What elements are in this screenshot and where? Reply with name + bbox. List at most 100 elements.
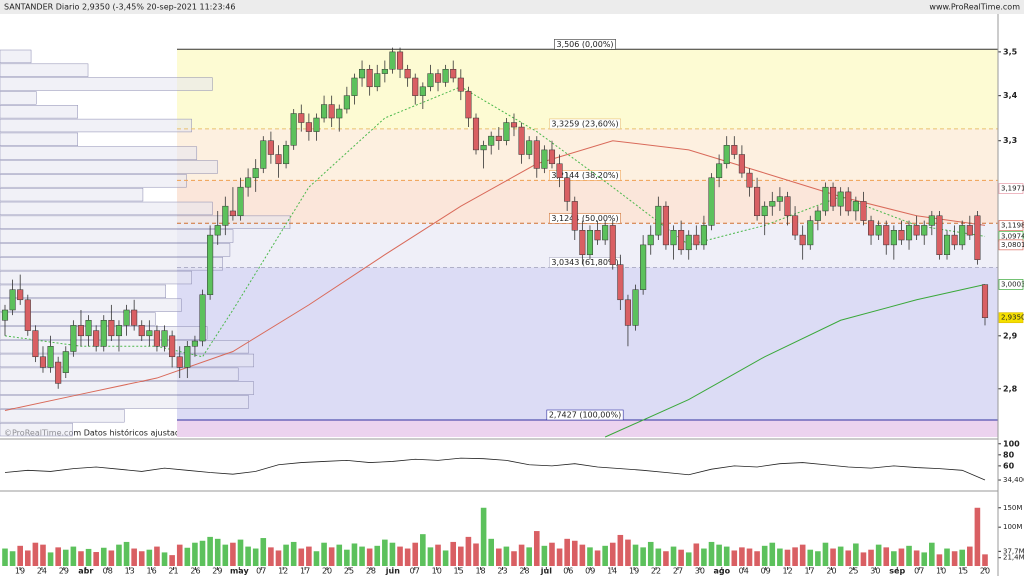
volume-bar: [754, 551, 760, 566]
candle-body: [465, 90, 472, 119]
volume-bar: [32, 542, 39, 566]
x-tick-label: 25: [344, 567, 354, 576]
candle-body: [313, 117, 320, 132]
candle-body: [434, 73, 442, 83]
volume-bar: [822, 542, 829, 566]
volume-bar: [511, 551, 517, 566]
candle-body: [85, 320, 92, 337]
volume-bar: [207, 536, 213, 566]
volume-bar: [647, 541, 654, 566]
candle-body: [123, 309, 130, 326]
fib-label: 3,0343 (61,80%): [551, 258, 618, 267]
volume-bar: [116, 544, 122, 566]
volume-bar: [777, 548, 783, 566]
y-tick-label: 2,9: [1003, 331, 1018, 340]
x-tick-label: 29: [59, 567, 69, 576]
x-tick-label: 21: [168, 567, 178, 576]
fib-label: 3,2144 (38,20%): [551, 171, 618, 180]
candle-body: [579, 230, 586, 255]
fib-label: 3,506 (0,00%): [556, 40, 613, 49]
candle-body: [670, 230, 677, 246]
candle-body: [275, 154, 282, 165]
volume-bar: [625, 539, 631, 566]
candle-body: [32, 330, 39, 358]
candle-body: [283, 145, 290, 165]
footer-note: ©ProRealTime.com Datos históricos ajusta…: [4, 428, 256, 438]
candle-body: [146, 330, 153, 337]
price-label: 3,1198: [1001, 222, 1024, 230]
candle-body: [860, 201, 867, 221]
candle-body: [640, 244, 647, 290]
volume-tick-label: 21,4M: [1003, 554, 1024, 562]
candle-body: [738, 154, 745, 174]
price-label-box: [998, 312, 1024, 324]
y-tick-label: 3,5: [1003, 47, 1018, 56]
candle-body: [17, 289, 24, 301]
volume-bar: [473, 543, 479, 566]
volume-profile-bar: [0, 270, 192, 285]
volume-bar: [214, 538, 221, 566]
volume-bar: [951, 551, 958, 566]
volume-bar: [799, 544, 806, 566]
volume-bar: [161, 552, 168, 566]
price-label: 2,9350: [1001, 314, 1024, 322]
candle-body: [404, 68, 411, 79]
candle-body: [609, 225, 616, 265]
candle-body: [419, 86, 426, 96]
candle-body: [913, 225, 920, 236]
volume-bar: [230, 542, 236, 566]
fib-band: [177, 267, 998, 421]
volume-bar: [982, 554, 988, 566]
volume-bar: [830, 548, 836, 566]
candle-body: [594, 230, 601, 241]
volume-bar: [237, 539, 244, 566]
volume-bar: [533, 531, 540, 566]
candle-body: [655, 205, 662, 236]
candle-body: [814, 210, 821, 221]
volume-bar: [427, 547, 434, 566]
price-label: 3,0801: [1001, 241, 1024, 249]
candle-body: [1, 309, 9, 321]
candle-body: [548, 149, 556, 165]
volume-profile-bar: [0, 229, 234, 243]
volume-bar: [549, 542, 555, 566]
volume-bar: [283, 544, 289, 566]
candle-body: [617, 264, 624, 301]
candle-body: [100, 320, 107, 347]
volume-profile-bar: [0, 174, 187, 188]
volume-bar: [313, 551, 320, 566]
candle-body: [176, 356, 183, 368]
volume-bar: [24, 550, 31, 566]
candle-body: [716, 163, 723, 179]
fib-label-box: [549, 170, 621, 181]
volume-bar: [815, 551, 821, 566]
volume-bar: [374, 545, 381, 566]
candle-body: [784, 196, 791, 217]
volume-bar: [146, 549, 153, 566]
volume-bar: [959, 549, 966, 566]
candle-body: [115, 325, 123, 337]
volume-bar: [2, 548, 8, 566]
candle-body: [503, 122, 510, 141]
volume-profile-bar: [0, 77, 213, 91]
volume-bar: [93, 552, 99, 566]
volume-bar: [176, 544, 183, 566]
volume-profile-bar: [0, 312, 156, 326]
candle-body: [336, 108, 343, 119]
volume-bar: [602, 545, 608, 566]
volume-bar: [389, 542, 396, 566]
volume-bar: [344, 549, 350, 566]
volume-bar: [328, 547, 335, 566]
x-tick-label: 19: [15, 567, 25, 576]
volume-bar: [260, 538, 267, 566]
x-tick-label: 17: [804, 567, 814, 576]
candle-body: [442, 68, 449, 83]
volume-bar: [321, 542, 327, 566]
volume-bar: [435, 544, 441, 566]
candle-body: [55, 361, 62, 384]
header-title: SANTANDER Diario 2,9350 (-3,45% 20-sep-2…: [4, 3, 235, 12]
x-tick-label: 15: [958, 567, 968, 576]
volume-tick-label: 100M: [1003, 523, 1022, 531]
x-tick-label: sep: [889, 567, 905, 576]
fib-label: 2,7427 (100,00%): [549, 411, 621, 420]
